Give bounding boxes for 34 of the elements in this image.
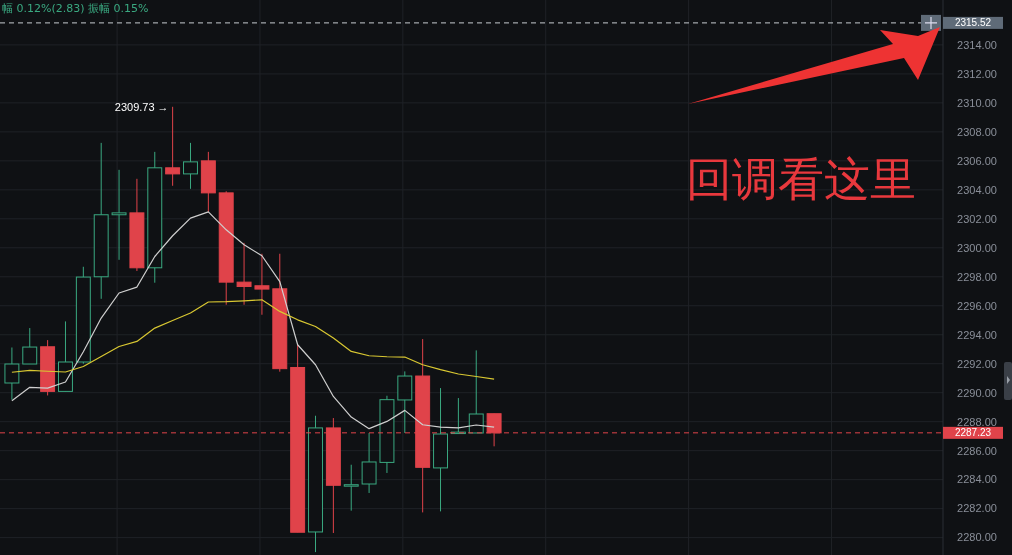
y-tick-label: 2314.00: [957, 38, 997, 51]
ref-line-label: 2315.52: [954, 17, 992, 29]
candlestick: [361, 432, 377, 494]
ref-line-label: 2287.23: [954, 427, 992, 439]
y-tick-label: 2306.00: [957, 154, 997, 167]
candlestick: [397, 370, 413, 434]
y-tick-label: 2292.00: [957, 357, 997, 370]
y-tick-label: 2284.00: [957, 473, 997, 486]
y-tick-label: 2290.00: [957, 386, 997, 399]
y-tick-label: 2300.00: [957, 241, 997, 254]
y-tick-label: 2312.00: [957, 67, 997, 80]
candlestick: [111, 169, 127, 261]
candlestick: [468, 349, 484, 434]
y-tick-label: 2304.00: [957, 183, 997, 196]
candlestick: [236, 242, 252, 306]
candlestick: [343, 464, 359, 512]
y-tick-label: 2298.00: [957, 270, 997, 283]
y-tick-label: 2288.00: [957, 415, 997, 428]
candlestick: [165, 106, 181, 187]
y-tick-label: 2310.00: [957, 96, 997, 109]
candlestick: [254, 253, 270, 316]
y-tick-label: 2286.00: [957, 444, 997, 457]
text: 回调看这里: [686, 152, 916, 206]
y-tick-label: 2296.00: [957, 299, 997, 312]
y-tick-label: 2308.00: [957, 125, 997, 138]
annotation: 幅 0.12%(2.83) 振幅 0.15%: [2, 2, 149, 15]
y-tick-label: 2280.00: [957, 531, 997, 544]
y-tick-label: 2294.00: [957, 328, 997, 341]
y-tick-label: 2282.00: [957, 502, 997, 515]
candlestick: [4, 346, 20, 401]
y-tick-label: 2302.00: [957, 212, 997, 225]
candlestick: [183, 142, 198, 190]
annotation: 2309.73 →: [114, 100, 169, 113]
candlestick: [22, 327, 38, 365]
